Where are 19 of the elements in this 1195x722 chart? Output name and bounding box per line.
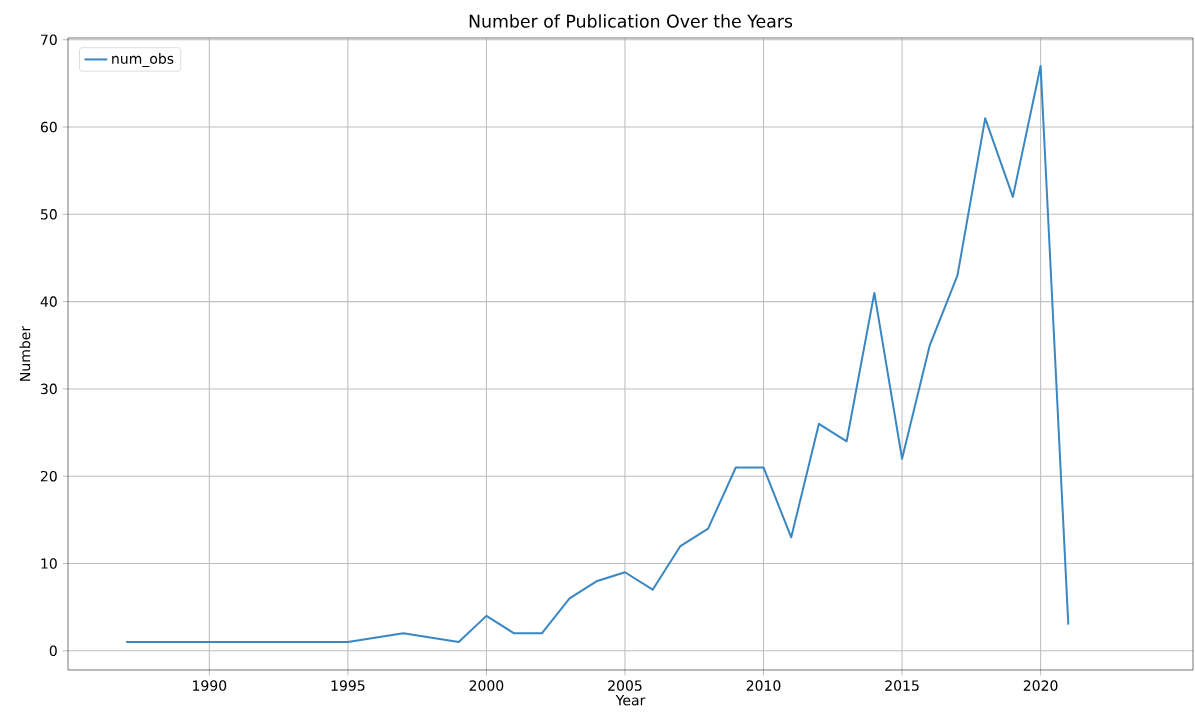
y-tick-label: 0 [49, 645, 57, 657]
x-tick-label: 2020 [1023, 680, 1058, 691]
x-tick-label: 2000 [469, 680, 504, 691]
x-tick-label: 1995 [331, 680, 365, 691]
x-tick-label: 1990 [193, 680, 227, 691]
x-tick-label: 2005 [608, 680, 642, 691]
x-tick-label: 2015 [885, 680, 919, 691]
x-axis-title: Year [615, 695, 646, 706]
y-tick-label: 60 [40, 121, 57, 133]
y-tick-label: 10 [41, 558, 57, 569]
chart-title: Number of Publication Over the Years [469, 14, 793, 28]
y-tick-label: 40 [40, 296, 57, 307]
y-tick-label: 20 [40, 470, 57, 482]
y-tick-label: 50 [41, 209, 57, 220]
y-tick-label: 70 [41, 34, 57, 46]
x-tick-label: 2010 [746, 680, 781, 691]
legend-label: num_obs [112, 53, 174, 68]
y-tick-label: 30 [40, 383, 57, 395]
y-axis-title: Number [19, 325, 31, 381]
